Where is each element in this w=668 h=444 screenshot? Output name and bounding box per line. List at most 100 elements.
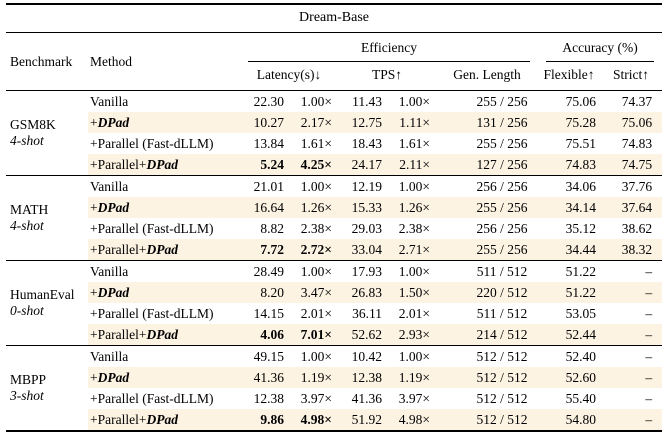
method-cell: +Parallel (Fast-dLLM) [88, 303, 240, 324]
latency-cell: 22.30 [253, 93, 284, 109]
latency-speedup-cell: 2.38× [300, 220, 332, 236]
latency-cell: 8.20 [240, 282, 290, 303]
tps-speedup-cell: 2.93× [388, 324, 436, 346]
col-group-efficiency: Efficiency [240, 33, 538, 63]
col-header-tps: TPS↑ [338, 62, 436, 91]
flexible-accuracy-cell: 34.14 [538, 197, 600, 218]
tps-speedup-cell: 1.19× [388, 367, 436, 388]
tps-cell: 15.33 [338, 197, 388, 218]
flexible-accuracy-cell: 51.22 [538, 282, 600, 303]
latency-speedup-cell: 3.47× [290, 282, 338, 303]
latency-speedup-cell: 1.00× [300, 178, 332, 194]
tps-speedup-cell: 1.00× [398, 93, 430, 109]
method-dpad-label: DPad [97, 369, 130, 385]
table-title: Dream-Base [6, 4, 663, 33]
table-row: +DPad 16.64 1.26× 15.33 1.26× 255 / 256 34.14 3… [6, 197, 663, 218]
tps-cell: 29.03 [351, 220, 382, 236]
method-label: +Parallel (Fast-dLLM) [90, 390, 214, 406]
tps-cell: 33.04 [338, 239, 388, 261]
latency-cell: 16.64 [240, 197, 290, 218]
tps-speedup-cell: 2.71× [388, 239, 436, 261]
table-row: +Parallel+DPad 9.86 4.98× 51.92 4.98× 512 / 5… [6, 409, 663, 432]
table-row: HumanEval 0-shot Vanilla 28.49 1.00× 17.93 1.0… [6, 260, 662, 346]
latency-cell: 14.15 [253, 305, 284, 321]
latency-cell: 9.86 [240, 409, 290, 432]
gen-length-cell: 131 / 256 [436, 112, 538, 133]
table-row: +Parallel (Fast-dLLM) 14.15 2.01× 36.11 2.01… [6, 303, 662, 324]
strict-accuracy-cell: 74.83 [621, 135, 653, 151]
latency-speedup-cell: 2.17× [290, 112, 338, 133]
method-label: +Parallel (Fast-dLLM) [90, 135, 214, 151]
strict-accuracy-cell: – [600, 324, 663, 346]
method-cell: +Parallel+DPad [88, 409, 240, 432]
strict-accuracy-cell: – [600, 409, 663, 432]
latency-speedup-cell: 2.01× [300, 305, 332, 321]
latency-speedup-cell: 4.25× [290, 154, 338, 176]
benchmark-name: MATH [10, 202, 49, 217]
method-cell: +DPad [88, 367, 240, 388]
method-label: +Parallel (Fast-dLLM) [90, 305, 214, 321]
method-cell: +DPad [88, 197, 240, 218]
gen-length-cell: 255 / 256 [476, 135, 528, 151]
strict-accuracy-cell: – [645, 390, 653, 406]
header-group-row: Benchmark Method Efficiency Accuracy (%) [6, 32, 662, 91]
method-label: +Parallel+ [90, 241, 147, 257]
method-label: + [90, 114, 98, 130]
tps-cell: 41.36 [351, 390, 382, 406]
tps-cell: 10.42 [351, 348, 382, 364]
method-label: + [90, 369, 98, 385]
gen-length-cell: 511 / 512 [476, 263, 528, 279]
method-cell: Vanilla [88, 176, 240, 198]
tps-speedup-cell: 2.01× [398, 305, 430, 321]
method-label: +Parallel+ [90, 326, 147, 342]
gen-length-cell: 512 / 512 [436, 367, 538, 388]
gen-length-cell: 214 / 512 [436, 324, 538, 346]
gen-length-cell: 256 / 256 [476, 178, 528, 194]
benchmark-cell: MATH 4-shot [6, 175, 88, 261]
table-row: +Parallel+DPad 5.24 4.25× 24.17 2.11× 127 / 2… [6, 154, 663, 176]
benchmark-cell: HumanEval 0-shot [6, 260, 88, 346]
method-label: + [90, 199, 98, 215]
table-title-row: Dream-Base [6, 4, 663, 33]
flexible-accuracy-cell: 52.44 [538, 324, 600, 346]
col-header-flexible: Flexible↑ [538, 62, 600, 91]
tps-cell: 26.83 [338, 282, 388, 303]
method-label: +Parallel+ [90, 411, 147, 427]
method-cell: +Parallel+DPad [88, 154, 240, 176]
tps-speedup-cell: 3.97× [398, 390, 430, 406]
method-cell: +Parallel+DPad [88, 239, 240, 261]
method-dpad-label: DPad [146, 326, 178, 342]
benchmark-shots: 0-shot [10, 303, 44, 318]
latency-cell: 12.38 [253, 390, 284, 406]
method-label: +Parallel+ [90, 156, 147, 172]
benchmark-shots: 3-shot [10, 388, 44, 403]
latency-cell: 41.36 [240, 367, 290, 388]
method-label: + [90, 284, 98, 300]
strict-accuracy-cell: – [645, 348, 653, 364]
gen-length-cell: 512 / 512 [436, 409, 538, 432]
flexible-accuracy-cell: 74.83 [538, 154, 600, 176]
latency-cell: 13.84 [253, 135, 284, 151]
strict-accuracy-cell: 38.62 [621, 220, 653, 236]
method-dpad-label: DPad [146, 411, 178, 427]
table-row: +Parallel+DPad 7.72 2.72× 33.04 2.71× 255 / 2… [6, 239, 663, 261]
latency-cell: 49.15 [253, 348, 284, 364]
tps-cell: 51.92 [338, 409, 388, 432]
latency-cell: 28.49 [253, 263, 284, 279]
table-row: +DPad 10.27 2.17× 12.75 1.11× 131 / 256 75.28 7… [6, 112, 663, 133]
gen-length-cell: 512 / 512 [476, 348, 528, 364]
latency-speedup-cell: 2.72× [290, 239, 338, 261]
strict-accuracy-cell: 74.75 [600, 154, 663, 176]
flexible-accuracy-cell: 34.06 [565, 178, 596, 194]
strict-accuracy-cell: 37.76 [621, 178, 653, 194]
latency-cell: 21.01 [253, 178, 284, 194]
method-label: +Parallel (Fast-dLLM) [90, 220, 214, 236]
col-header-latency: Latency(s)↓ [240, 62, 338, 91]
tps-cell: 12.19 [351, 178, 382, 194]
benchmark-name: HumanEval [10, 287, 75, 302]
method-dpad-label: DPad [97, 284, 130, 300]
table-row: +DPad 41.36 1.19× 12.38 1.19× 512 / 512 52.60– [6, 367, 663, 388]
method-dpad-label: DPad [146, 156, 178, 172]
method-cell: +DPad [88, 112, 240, 133]
